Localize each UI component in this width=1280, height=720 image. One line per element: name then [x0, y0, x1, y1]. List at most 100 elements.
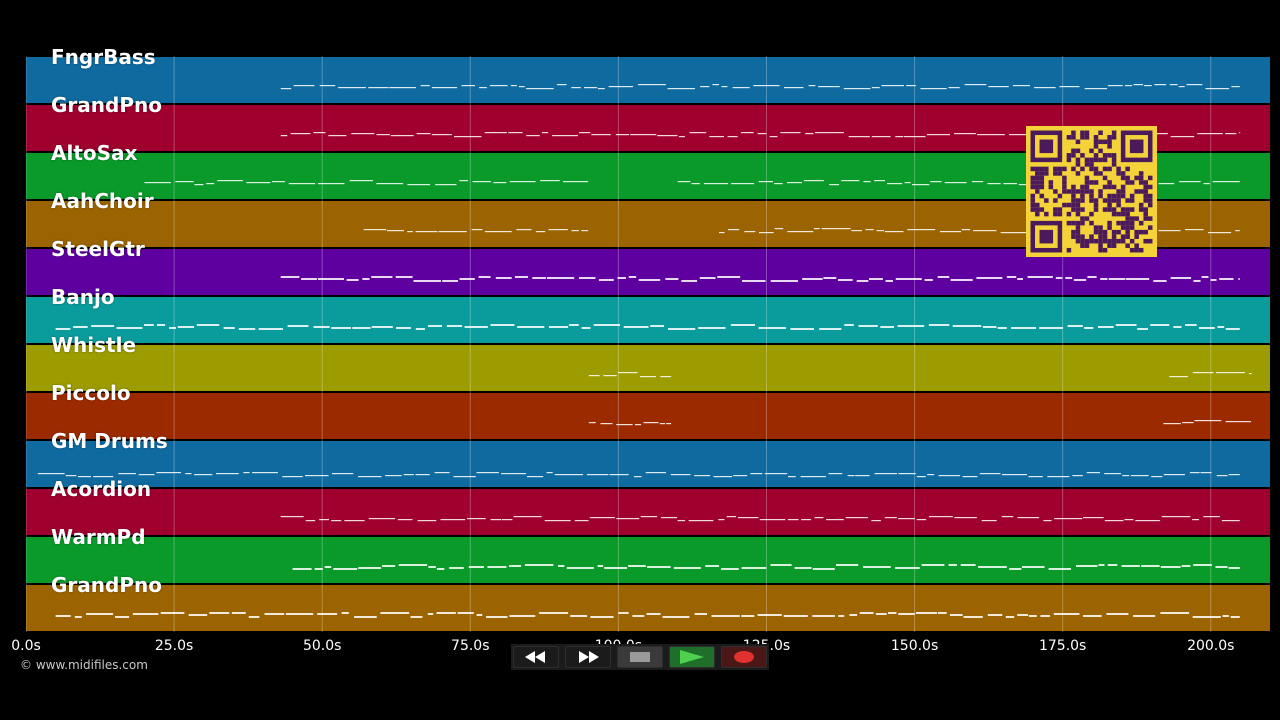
tick-label: 150.0s: [890, 638, 939, 654]
qr-module: [1107, 135, 1112, 140]
qr-module: [1062, 175, 1067, 181]
qr-module: [1053, 166, 1058, 172]
qr-module: [1116, 193, 1121, 199]
qr-module: [1107, 243, 1112, 248]
qr-module: [1116, 220, 1121, 226]
qr-module: [1107, 144, 1112, 149]
qr-module: [1107, 207, 1112, 212]
qr-module: [1111, 184, 1117, 190]
qr-module: [1120, 189, 1126, 194]
qr-module: [1030, 180, 1036, 185]
stop-icon: [630, 652, 650, 662]
track-lane[interactable]: Acordion: [26, 477, 1270, 536]
qr-module: [1080, 193, 1085, 199]
qr-module: [1089, 180, 1094, 185]
qr-module: [1084, 189, 1090, 194]
qr-module: [1102, 238, 1108, 244]
qr-module: [1111, 162, 1117, 167]
rewind-button[interactable]: [513, 646, 559, 668]
qr-module: [1048, 180, 1054, 185]
qr-module: [1098, 130, 1103, 136]
track-lane[interactable]: WarmPd: [26, 525, 1270, 584]
qr-module: [1111, 157, 1117, 163]
qr-module: [1039, 180, 1045, 185]
qr-module: [1030, 184, 1036, 190]
qr-module: [1107, 184, 1112, 190]
qr-module: [1098, 238, 1103, 244]
track-lane[interactable]: FngrBass: [26, 45, 1270, 104]
qr-module: [1066, 202, 1072, 208]
qr-module: [1048, 184, 1054, 190]
qr-module: [1084, 180, 1090, 185]
qr-module: [1129, 225, 1135, 230]
qr-module: [1080, 220, 1085, 226]
track-label: Acordion: [51, 477, 152, 501]
qr-module: [1089, 162, 1094, 167]
qr-module: [1030, 166, 1036, 172]
qr-module: [1071, 189, 1076, 194]
qr-finder: [1039, 229, 1054, 244]
qr-module: [1039, 207, 1045, 212]
track-lane[interactable]: GM Drums: [26, 429, 1270, 488]
tick-label: 25.0s: [154, 638, 194, 654]
qr-module: [1044, 171, 1049, 176]
qr-module: [1102, 184, 1108, 190]
qr-module: [1062, 189, 1067, 194]
qr-module: [1111, 153, 1117, 158]
qr-module: [1098, 243, 1103, 248]
qr-module: [1125, 175, 1130, 181]
qr-module: [1093, 202, 1099, 208]
qr-module: [1129, 216, 1135, 221]
qr-module: [1030, 207, 1036, 212]
qr-module: [1147, 184, 1153, 190]
tick-label: 200.0s: [1187, 638, 1235, 654]
track-lane[interactable]: Whistle: [26, 333, 1270, 392]
track-lane[interactable]: Piccolo: [26, 381, 1270, 440]
qr-module: [1093, 153, 1099, 158]
qr-module: [1116, 166, 1121, 172]
qr-module: [1120, 184, 1126, 190]
track-label: AahChoir: [51, 189, 154, 213]
qr-module: [1075, 148, 1081, 154]
record-button[interactable]: [721, 646, 767, 668]
qr-module: [1129, 238, 1135, 244]
qr-module: [1093, 157, 1099, 163]
qr-module: [1147, 175, 1153, 181]
qr-module: [1035, 175, 1040, 181]
fast-forward-button[interactable]: [565, 646, 611, 668]
qr-module: [1075, 234, 1081, 239]
qr-module: [1147, 216, 1153, 221]
qr-module: [1053, 171, 1058, 176]
qr-module: [1071, 220, 1076, 226]
qr-module: [1116, 171, 1121, 176]
play-button[interactable]: [669, 646, 715, 668]
track-lane[interactable]: GrandPno: [26, 573, 1270, 632]
qr-module: [1035, 211, 1040, 217]
qr-module: [1120, 225, 1126, 230]
qr-module: [1053, 189, 1058, 194]
qr-module: [1089, 238, 1094, 244]
qr-module: [1071, 229, 1076, 235]
qr-module: [1125, 234, 1130, 239]
qr-module: [1098, 247, 1103, 253]
qr-module: [1066, 135, 1072, 140]
qr-module: [1035, 166, 1040, 172]
stop-button[interactable]: [617, 646, 663, 668]
qr-module: [1075, 229, 1081, 235]
qr-module: [1057, 171, 1063, 176]
qr-module: [1053, 198, 1058, 203]
qr-module: [1066, 211, 1072, 217]
qr-code-icon: [1026, 126, 1157, 257]
qr-module: [1147, 198, 1153, 203]
qr-module: [1138, 171, 1144, 176]
qr-module: [1134, 243, 1139, 248]
qr-module: [1120, 238, 1126, 244]
qr-module: [1089, 234, 1094, 239]
qr-module: [1071, 148, 1076, 154]
track-label: GM Drums: [51, 429, 168, 453]
qr-module: [1107, 202, 1112, 208]
track-lane[interactable]: Banjo: [26, 285, 1270, 344]
qr-module: [1098, 171, 1103, 176]
qr-module: [1098, 225, 1103, 230]
qr-module: [1120, 211, 1126, 217]
